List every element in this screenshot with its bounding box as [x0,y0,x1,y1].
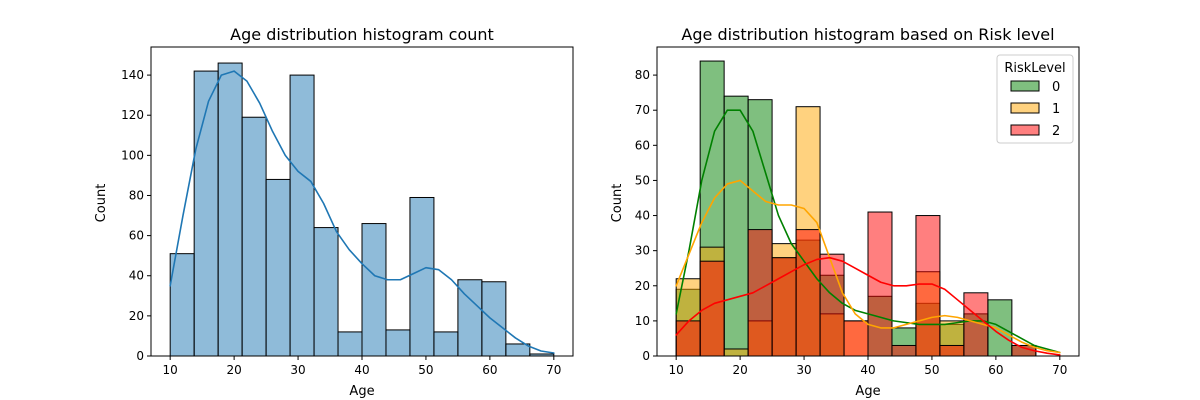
histogram-bar [361,223,387,357]
histogram-bar [217,62,243,357]
x-tick-label: 60 [988,363,1003,377]
y-tick-label: 80 [129,188,144,202]
kde-curve [675,179,1061,354]
histogram-bar [409,196,435,357]
legend-swatch-2 [1010,124,1040,136]
legend-frame [996,54,1074,144]
histogram-bar [385,329,411,357]
x-tick-label: 30 [796,363,811,377]
plot-area: 10 20 30 40 50 60 70 0 20 40 60 80 100 120 140 [121,46,574,377]
kde-curve [675,109,1061,354]
y-tick-label: 40 [129,269,144,283]
x-tick-label: 20 [226,363,241,377]
x-tick-label: 40 [860,363,875,377]
age-histogram-count-chart: Age distribution histogram count 10 20 30 4… [94,25,574,399]
chart-title: Age distribution histogram count [230,25,494,44]
y-tick-label: 0 [642,349,650,363]
legend-label-1: 1 [1052,102,1060,117]
legend-swatch-0 [1010,80,1040,92]
histogram-bar [723,95,749,357]
x-tick-label: 70 [1052,363,1067,377]
legend-swatch-1 [1010,102,1040,114]
histogram-bar [891,344,917,357]
legend: RiskLevel 0 1 2 [996,54,1074,144]
y-tick-label: 140 [121,68,144,82]
x-tick-label: 50 [418,363,433,377]
histogram-bar [843,320,869,357]
y-tick-label: 60 [129,229,144,243]
histogram-bar [313,227,339,357]
histogram-bar [819,253,845,357]
kde-curve [169,70,555,354]
histogram-bar [193,70,219,357]
histogram-bar [241,116,267,357]
histogram-bar [795,229,821,357]
y-tick-label: 20 [129,309,144,323]
legend-label-2: 2 [1052,124,1060,139]
x-tick-label: 50 [924,363,939,377]
x-tick-label: 20 [732,363,747,377]
x-axis-label: Age [349,384,374,399]
histogram-bar [771,257,797,357]
y-tick-label: 100 [121,148,144,162]
y-axis-label: Count [610,184,625,223]
legend-label-0: 0 [1052,80,1060,95]
y-tick-label: 80 [635,68,650,82]
y-tick-label: 60 [635,138,650,152]
age-histogram-risk-chart: Age distribution histogram based on Risk… [610,25,1080,399]
y-tick-label: 50 [635,173,650,187]
histogram-bar [505,343,531,357]
x-tick-label: 10 [669,363,684,377]
histogram-bar [723,348,749,357]
x-tick-label: 30 [290,363,305,377]
x-tick-label: 70 [546,363,561,377]
histogram-bar [289,74,315,357]
histogram-bar [337,331,363,357]
x-tick-label: 10 [163,363,178,377]
x-tick-label: 60 [482,363,497,377]
histogram-bar [481,281,507,357]
y-tick-label: 120 [121,108,144,122]
y-tick-label: 0 [136,349,144,363]
legend-title: RiskLevel [1004,61,1065,76]
histogram-bar [939,344,965,357]
y-axis-label: Count [94,184,109,223]
y-tick-label: 30 [635,244,650,258]
y-tick-label: 20 [635,279,650,293]
x-axis-label: Age [855,384,880,399]
y-tick-label: 70 [635,103,650,117]
histogram-bar [675,320,701,357]
kde-curve [675,256,1061,356]
y-tick-label: 10 [635,314,650,328]
histogram-bar [265,178,291,357]
chart-title: Age distribution histogram based on Risk… [681,25,1054,44]
y-tick-label: 40 [635,209,650,223]
x-tick-label: 40 [354,363,369,377]
histogram-bar [433,331,459,357]
